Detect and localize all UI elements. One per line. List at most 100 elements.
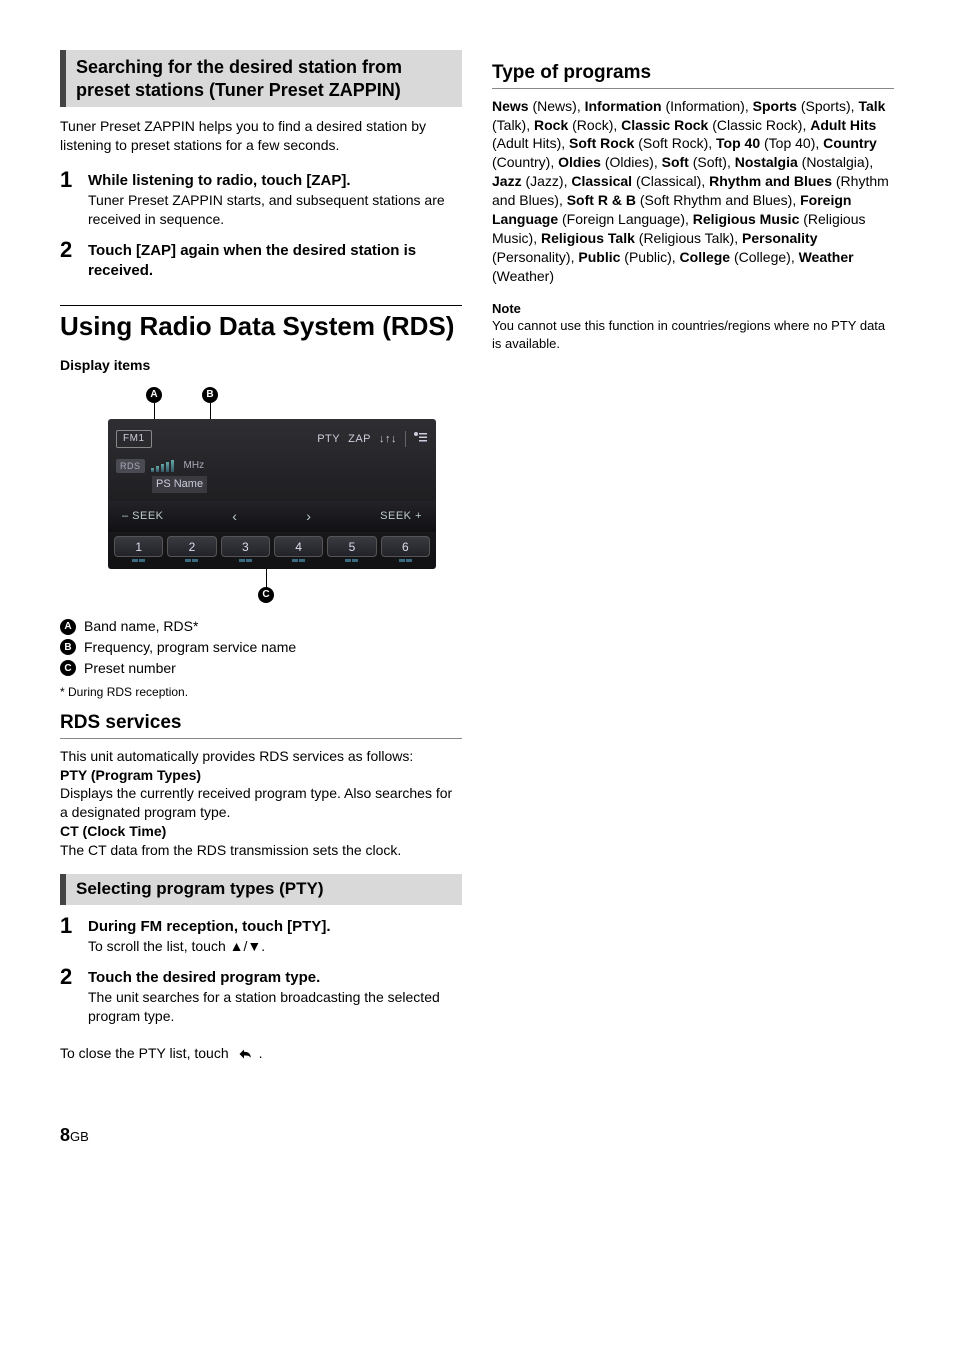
page-num-value: 8 xyxy=(60,1125,70,1145)
ct-desc: The CT data from the RDS transmission se… xyxy=(60,841,462,860)
preset-button[interactable]: 2 xyxy=(167,536,216,557)
program-type-paren: (News) xyxy=(529,98,577,114)
prev-icon[interactable]: ‹ xyxy=(232,507,237,526)
radio-display: FM1 PTY ZAP ↓↑↓ RDS xyxy=(108,419,436,569)
step-number: 2 xyxy=(60,239,78,282)
program-type-paren: (Nostalgia) xyxy=(798,154,870,170)
note-heading: Note xyxy=(492,300,894,318)
close-pty-pre: To close the PTY list, touch xyxy=(60,1044,229,1063)
types-list: News (News), Information (Information), … xyxy=(492,97,894,286)
back-icon xyxy=(235,1047,253,1061)
program-type-name: Talk xyxy=(858,98,885,114)
program-type-paren: (Soft Rhythm and Blues) xyxy=(636,192,792,208)
seek-plus-button[interactable]: SEEK + xyxy=(380,509,422,524)
zappin-step-2: 2 Touch [ZAP] again when the desired sta… xyxy=(60,239,462,282)
radio-figure: A B FM1 PTY ZAP ↓↑↓ xyxy=(108,387,462,609)
legend-c-icon: C xyxy=(60,660,76,676)
pty-subhead: PTY (Program Types) xyxy=(60,767,201,783)
callout-c-icon: C xyxy=(258,587,274,603)
pty-header: Selecting program types (PTY) xyxy=(60,874,462,905)
step-desc: Tuner Preset ZAPPIN starts, and subseque… xyxy=(88,191,462,229)
program-type-paren: (Classic Rock) xyxy=(708,117,802,133)
list-icon[interactable] xyxy=(414,431,428,448)
zappin-steps: 1 While listening to radio, touch [ZAP].… xyxy=(60,169,462,282)
seek-minus-button[interactable]: – SEEK xyxy=(122,509,164,524)
rds-title: Using Radio Data System (RDS) xyxy=(60,305,462,342)
program-type-paren: (Soft Rock) xyxy=(634,135,708,151)
page-num-suffix: GB xyxy=(70,1129,89,1144)
preset-button[interactable]: 4 xyxy=(274,536,323,557)
program-type-name: Nostalgia xyxy=(735,154,798,170)
program-type-paren: (Adult Hits) xyxy=(492,135,561,151)
next-icon[interactable]: › xyxy=(306,507,311,526)
legend-a-text: Band name, RDS* xyxy=(84,617,198,636)
program-type-name: Personality xyxy=(742,230,817,246)
program-type-name: Classical xyxy=(571,173,632,189)
figure-legend: A Band name, RDS* B Frequency, program ser… xyxy=(60,617,462,678)
program-type-name: Country xyxy=(823,135,877,151)
legend-a-icon: A xyxy=(60,619,76,635)
step-title: Touch [ZAP] again when the desired stati… xyxy=(88,241,462,282)
program-type-paren: (Oldies) xyxy=(601,154,654,170)
close-pty-line: To close the PTY list, touch . xyxy=(60,1044,462,1063)
rds-services-intro: This unit automatically provides RDS ser… xyxy=(60,747,462,766)
program-type-paren: (Jazz) xyxy=(522,173,564,189)
callout-a-icon: A xyxy=(146,387,162,403)
band-badge[interactable]: FM1 xyxy=(116,430,152,448)
rds-services-heading: RDS services xyxy=(60,710,462,739)
program-type-name: Sports xyxy=(753,98,797,114)
types-heading: Type of programs xyxy=(492,60,894,89)
zappin-header: Searching for the desired station from p… xyxy=(60,50,462,107)
zappin-step-1: 1 While listening to radio, touch [ZAP].… xyxy=(60,169,462,229)
display-items-label: Display items xyxy=(60,356,462,375)
step-title: Touch the desired program type. xyxy=(88,968,462,988)
program-type-name: Weather xyxy=(799,249,854,265)
zap-button[interactable]: ZAP xyxy=(348,432,371,447)
program-type-paren: (Soft) xyxy=(689,154,727,170)
rds-footnote: * During RDS reception. xyxy=(60,684,462,700)
sliders-icon[interactable]: ↓↑↓ xyxy=(379,432,397,447)
program-type-name: Soft xyxy=(662,154,689,170)
step-desc: To scroll the list, touch ▲/▼. xyxy=(88,937,462,956)
program-type-name: Religious Music xyxy=(693,211,800,227)
step-desc: The unit searches for a station broadcas… xyxy=(88,988,462,1026)
legend-b-icon: B xyxy=(60,639,76,655)
step-number: 1 xyxy=(60,169,78,229)
step-number: 2 xyxy=(60,966,78,1026)
program-type-paren: (Top 40) xyxy=(760,135,815,151)
step-title: While listening to radio, touch [ZAP]. xyxy=(88,171,462,191)
preset-button[interactable]: 6 xyxy=(381,536,430,557)
program-type-name: Rhythm and Blues xyxy=(709,173,832,189)
program-type-paren: (Sports) xyxy=(797,98,851,114)
pty-button[interactable]: PTY xyxy=(317,432,340,447)
mhz-label: MHz xyxy=(184,459,205,473)
ps-name: PS Name xyxy=(152,476,207,493)
program-type-name: Soft R & B xyxy=(567,192,636,208)
zappin-intro: Tuner Preset ZAPPIN helps you to find a … xyxy=(60,117,462,155)
step-number: 1 xyxy=(60,915,78,956)
program-type-paren: (Country) xyxy=(492,154,550,170)
legend-b-text: Frequency, program service name xyxy=(84,638,296,657)
pty-step-2: 2 Touch the desired program type. The un… xyxy=(60,966,462,1026)
program-type-name: Oldies xyxy=(558,154,601,170)
program-type-name: News xyxy=(492,98,529,114)
callout-line xyxy=(210,403,211,419)
program-type-paren: (Religious Talk) xyxy=(635,230,734,246)
preset-button[interactable]: 5 xyxy=(327,536,376,557)
close-pty-post: . xyxy=(259,1044,263,1063)
program-type-paren: (Rock) xyxy=(568,117,613,133)
program-type-name: Top 40 xyxy=(716,135,760,151)
divider xyxy=(405,431,406,447)
page-number: 8GB xyxy=(60,1123,894,1147)
program-type-paren: (Information) xyxy=(662,98,745,114)
note-text: You cannot use this function in countrie… xyxy=(492,317,894,352)
program-type-paren: (College) xyxy=(730,249,791,265)
preset-button[interactable]: 1 xyxy=(114,536,163,557)
signal-bars-icon xyxy=(151,460,174,472)
program-type-name: Rock xyxy=(534,117,568,133)
preset-button[interactable]: 3 xyxy=(221,536,270,557)
program-type-paren: (Classical) xyxy=(632,173,701,189)
program-type-paren: (Public) xyxy=(620,249,671,265)
step-title: During FM reception, touch [PTY]. xyxy=(88,917,462,937)
program-type-paren: (Weather) xyxy=(492,268,554,284)
